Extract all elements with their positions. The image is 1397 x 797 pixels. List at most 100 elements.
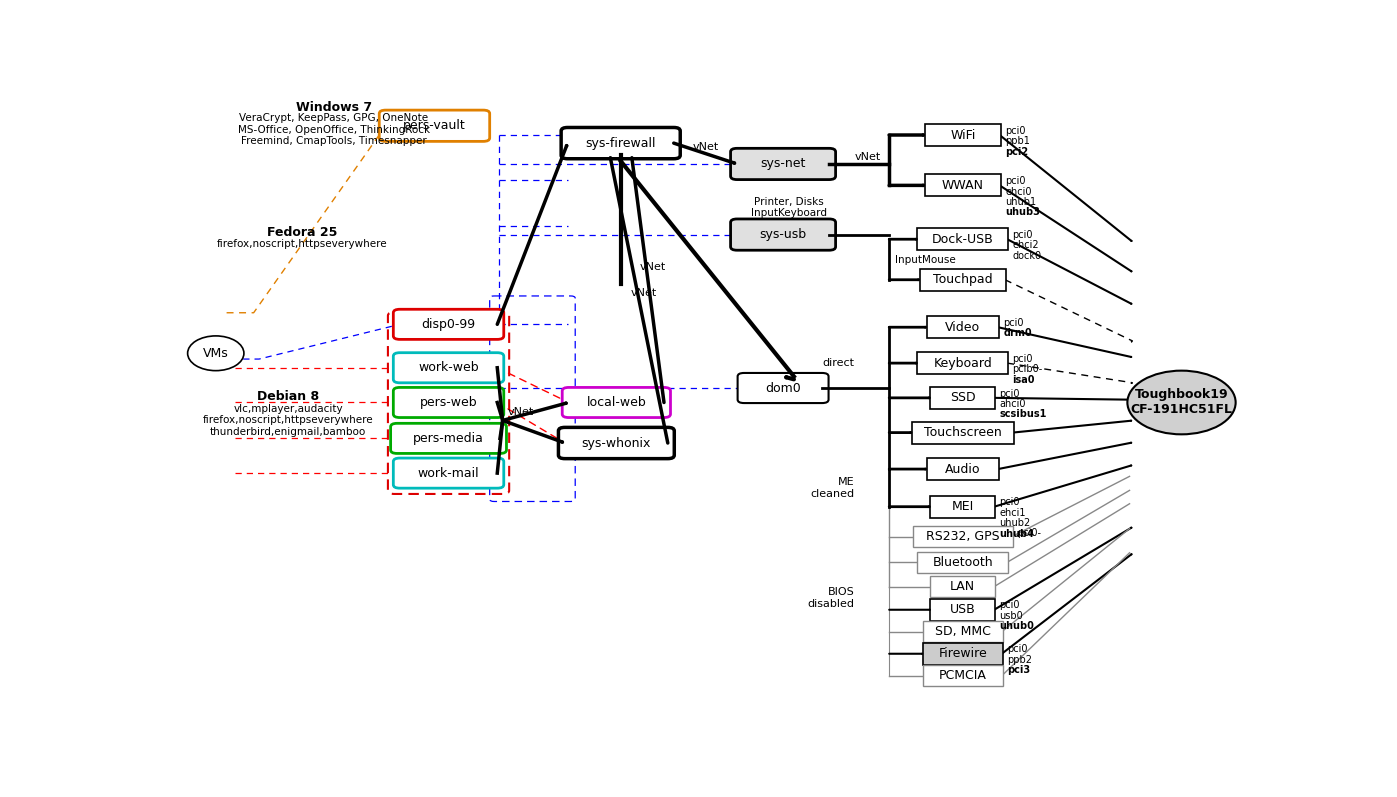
- Text: Windows 7: Windows 7: [296, 101, 372, 115]
- Text: InputMouse: InputMouse: [894, 255, 956, 265]
- FancyBboxPatch shape: [918, 228, 1009, 250]
- Text: uhub1: uhub1: [1004, 197, 1037, 207]
- Text: VMs: VMs: [203, 347, 229, 359]
- Text: Keyboard: Keyboard: [933, 356, 992, 370]
- Text: Touchpad: Touchpad: [933, 273, 993, 286]
- Text: uhub0: uhub0: [1000, 622, 1035, 631]
- Text: disp0-99: disp0-99: [422, 318, 475, 331]
- Text: ppb2: ppb2: [1007, 655, 1032, 665]
- Text: pci0: pci0: [1003, 318, 1024, 328]
- Text: MEI: MEI: [951, 501, 974, 513]
- Text: Audio: Audio: [944, 462, 981, 476]
- FancyBboxPatch shape: [379, 110, 490, 141]
- Ellipse shape: [1127, 371, 1235, 434]
- Text: Printer, Disks
InputKeyboard: Printer, Disks InputKeyboard: [750, 197, 827, 218]
- FancyBboxPatch shape: [930, 387, 995, 409]
- Text: dom0: dom0: [766, 382, 800, 395]
- Text: vlc,mplayer,audacity
firefox,noscript,httpseverywhere
thunderbird,enigmail,bambo: vlc,mplayer,audacity firefox,noscript,ht…: [203, 403, 373, 437]
- Text: Firewire: Firewire: [939, 647, 988, 660]
- Text: pci0: pci0: [1007, 645, 1028, 654]
- FancyBboxPatch shape: [394, 387, 504, 418]
- FancyBboxPatch shape: [562, 387, 671, 418]
- Text: scsibus1: scsibus1: [1000, 410, 1046, 419]
- Text: WWAN: WWAN: [942, 179, 983, 192]
- Text: vNet: vNet: [640, 262, 666, 272]
- Text: SD, MMC: SD, MMC: [935, 626, 990, 638]
- FancyBboxPatch shape: [919, 269, 1006, 291]
- FancyBboxPatch shape: [394, 458, 504, 489]
- Text: Bluetooth: Bluetooth: [933, 556, 993, 569]
- Text: Touchscreen: Touchscreen: [923, 426, 1002, 439]
- Text: sys-usb: sys-usb: [760, 228, 806, 241]
- FancyBboxPatch shape: [923, 665, 1003, 686]
- Text: pers-media: pers-media: [414, 432, 483, 445]
- Text: pers-vault: pers-vault: [404, 120, 465, 132]
- Text: Debian 8: Debian 8: [257, 390, 320, 402]
- Text: pcib0-: pcib0-: [1013, 364, 1044, 375]
- Text: vNet: vNet: [631, 288, 658, 298]
- Text: vNet: vNet: [693, 142, 718, 151]
- Text: drm0: drm0: [1003, 328, 1032, 339]
- Text: uhub2: uhub2: [1000, 518, 1031, 528]
- FancyBboxPatch shape: [923, 622, 1003, 642]
- FancyBboxPatch shape: [918, 552, 1009, 573]
- Text: ehci2: ehci2: [1013, 241, 1039, 250]
- Text: WiFi: WiFi: [950, 128, 975, 142]
- Text: ahci0: ahci0: [1000, 399, 1027, 409]
- Text: pci0: pci0: [1013, 354, 1034, 364]
- FancyBboxPatch shape: [930, 576, 995, 597]
- Text: vNet: vNet: [855, 152, 880, 162]
- FancyBboxPatch shape: [926, 316, 999, 338]
- Text: pci0: pci0: [1000, 497, 1020, 508]
- Text: uhub4: uhub4: [1000, 528, 1035, 539]
- Text: pci2: pci2: [1004, 147, 1028, 156]
- FancyBboxPatch shape: [562, 128, 680, 159]
- Text: usb0: usb0: [1000, 611, 1024, 621]
- FancyBboxPatch shape: [559, 427, 675, 458]
- Text: pci0: pci0: [1004, 126, 1025, 135]
- Text: LAN: LAN: [950, 580, 975, 593]
- FancyBboxPatch shape: [731, 148, 835, 179]
- FancyBboxPatch shape: [925, 175, 1000, 196]
- Text: SSD: SSD: [950, 391, 975, 404]
- Text: BIOS
disabled: BIOS disabled: [807, 587, 855, 609]
- FancyBboxPatch shape: [394, 353, 504, 383]
- Text: work-mail: work-mail: [418, 466, 479, 480]
- FancyBboxPatch shape: [926, 458, 999, 480]
- Text: direct: direct: [823, 358, 855, 367]
- Text: local-web: local-web: [587, 396, 647, 409]
- Text: Fedora 25: Fedora 25: [267, 226, 338, 239]
- Text: USB: USB: [950, 603, 975, 616]
- Text: ME
cleaned: ME cleaned: [810, 477, 855, 499]
- FancyBboxPatch shape: [930, 496, 995, 518]
- FancyBboxPatch shape: [923, 642, 1003, 665]
- FancyBboxPatch shape: [391, 423, 507, 453]
- Text: RS232, GPS: RS232, GPS: [926, 530, 1000, 544]
- Text: pers-web: pers-web: [419, 396, 478, 409]
- FancyBboxPatch shape: [930, 599, 995, 621]
- Text: ehci0: ehci0: [1004, 186, 1031, 197]
- Text: dock0: dock0: [1013, 251, 1042, 261]
- FancyBboxPatch shape: [918, 352, 1009, 374]
- Text: pci3: pci3: [1007, 665, 1031, 675]
- FancyBboxPatch shape: [925, 124, 1000, 146]
- FancyBboxPatch shape: [914, 526, 1013, 548]
- Text: Video: Video: [946, 320, 981, 334]
- Ellipse shape: [187, 336, 244, 371]
- Text: pci0: pci0: [1000, 600, 1020, 611]
- Text: uhub3: uhub3: [1004, 207, 1039, 218]
- Text: pci0: pci0: [1004, 176, 1025, 186]
- FancyBboxPatch shape: [738, 373, 828, 403]
- Text: VeraCrypt, KeepPass, GPG, OneNote
MS-Office, OpenOffice, ThinkingRock
Freemind, : VeraCrypt, KeepPass, GPG, OneNote MS-Off…: [237, 113, 430, 146]
- FancyBboxPatch shape: [731, 219, 835, 250]
- Text: sys-net: sys-net: [760, 158, 806, 171]
- Text: isa0: isa0: [1013, 375, 1035, 385]
- Text: Dock-USB: Dock-USB: [932, 233, 993, 245]
- Text: PCMCIA: PCMCIA: [939, 669, 986, 682]
- Text: sys-whonix: sys-whonix: [581, 437, 651, 450]
- Text: pci0: pci0: [1000, 389, 1020, 398]
- Text: sys-firewall: sys-firewall: [585, 136, 657, 150]
- Text: ehci1: ehci1: [1000, 508, 1027, 518]
- Text: firefox,noscript,httpseverywhere: firefox,noscript,httpseverywhere: [217, 239, 388, 249]
- FancyBboxPatch shape: [394, 309, 504, 340]
